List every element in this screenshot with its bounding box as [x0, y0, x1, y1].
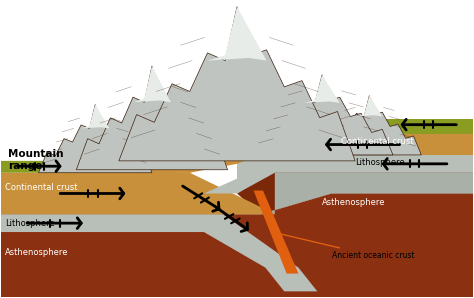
Polygon shape	[318, 96, 421, 155]
Polygon shape	[143, 134, 331, 173]
Polygon shape	[237, 164, 474, 214]
Text: Asthenosphere: Asthenosphere	[5, 248, 69, 257]
Text: Lithosphere: Lithosphere	[355, 158, 405, 167]
Polygon shape	[38, 105, 152, 173]
Polygon shape	[213, 134, 474, 155]
Polygon shape	[208, 7, 266, 60]
Polygon shape	[133, 66, 171, 102]
Polygon shape	[0, 161, 190, 173]
Polygon shape	[304, 75, 340, 103]
Polygon shape	[119, 7, 355, 161]
Polygon shape	[76, 66, 228, 170]
Polygon shape	[254, 190, 299, 274]
Text: Ancient oceanic crust: Ancient oceanic crust	[275, 233, 414, 260]
Polygon shape	[261, 173, 474, 214]
Polygon shape	[0, 173, 275, 214]
Text: Asthenosphere: Asthenosphere	[322, 198, 385, 207]
Polygon shape	[308, 119, 474, 134]
Polygon shape	[204, 155, 474, 193]
Polygon shape	[356, 96, 383, 117]
Polygon shape	[0, 214, 318, 291]
Polygon shape	[143, 134, 379, 173]
Text: Lithosphere: Lithosphere	[5, 219, 55, 228]
Text: Continental crust: Continental crust	[341, 137, 413, 146]
Polygon shape	[0, 193, 474, 297]
Text: Mountain
range: Mountain range	[8, 149, 64, 170]
Polygon shape	[251, 75, 393, 155]
Polygon shape	[81, 105, 109, 128]
Text: Continental crust: Continental crust	[5, 183, 78, 192]
